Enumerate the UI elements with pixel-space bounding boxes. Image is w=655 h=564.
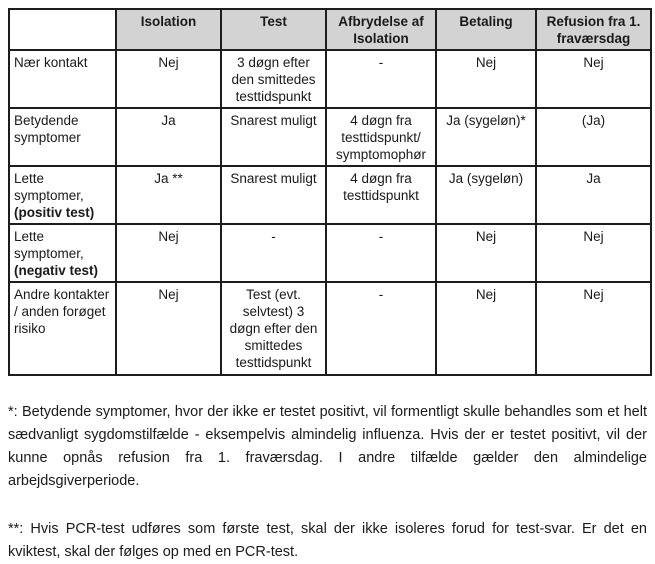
row-label-text: Betydende symptomer xyxy=(14,113,81,145)
row-label-text: Andre kontakter / anden forøget risiko xyxy=(14,287,110,336)
table-cell: Test (evt. selvtest) 3 døgn efter den sm… xyxy=(220,281,327,376)
table-cell: 4 døgn fra testtidspunkt xyxy=(325,165,437,225)
row-label: Lette symptomer, (negativ test) xyxy=(8,223,117,283)
row-label: Nær kontakt xyxy=(8,49,117,109)
column-header-test: Test xyxy=(220,8,327,51)
row-label-text: Nær kontakt xyxy=(14,55,88,70)
column-header-refusion: Refusion fra 1. fraværsdag xyxy=(535,8,652,51)
table-cell: Nej xyxy=(115,49,222,109)
row-label-text: Lette symptomer, xyxy=(14,171,84,203)
table-cell: Ja xyxy=(115,107,222,167)
table-cell: Ja xyxy=(535,165,652,225)
table-row-lette-symptomer-positiv: Lette symptomer, (positiv test) Ja ** Sn… xyxy=(8,165,652,225)
table-cell: (Ja) xyxy=(535,107,652,167)
table-row-betydende-symptomer: Betydende symptomer Ja Snarest muligt 4 … xyxy=(8,107,652,167)
table-row-naer-kontakt: Nær kontakt Nej 3 døgn efter den smitted… xyxy=(8,49,652,109)
row-label: Betydende symptomer xyxy=(8,107,117,167)
table-cell: Snarest muligt xyxy=(220,107,327,167)
row-label: Lette symptomer, (positiv test) xyxy=(8,165,117,225)
column-header-isolation: Isolation xyxy=(115,8,222,51)
table-cell: Nej xyxy=(535,49,652,109)
row-label: Andre kontakter / anden forøget risiko xyxy=(8,281,117,376)
table-cell: Nej xyxy=(435,281,537,376)
table-cell: Nej xyxy=(535,223,652,283)
row-label-bold: (negativ test) xyxy=(14,263,99,278)
isolation-rules-table: Isolation Test Afbrydelse af Isolation B… xyxy=(8,8,652,376)
table-row-lette-symptomer-negativ: Lette symptomer, (negativ test) Nej - - … xyxy=(8,223,652,283)
table-cell: - xyxy=(220,223,327,283)
table-cell: Ja ** xyxy=(115,165,222,225)
table-cell: 4 døgn fra testtidspunkt/ symptomophør xyxy=(325,107,437,167)
table-cell: Nej xyxy=(115,223,222,283)
table-row-andre-kontakter: Andre kontakter / anden forøget risiko N… xyxy=(8,281,652,376)
footnote-double-asterisk: **: Hvis PCR-test udføres som første tes… xyxy=(8,521,647,560)
table-cell: - xyxy=(325,223,437,283)
table-cell: Nej xyxy=(115,281,222,376)
table-cell: - xyxy=(325,281,437,376)
table-cell: Nej xyxy=(435,223,537,283)
table-cell: Ja (sygeløn)* xyxy=(435,107,537,167)
table-cell: Nej xyxy=(535,281,652,376)
table-cell: 3 døgn efter den smittedes testtidspunkt xyxy=(220,49,327,109)
row-label-bold: (positiv test) xyxy=(14,205,95,220)
table-cell: Nej xyxy=(435,49,537,109)
footnote-single-asterisk: *: Betydende symptomer, hvor der ikke er… xyxy=(8,404,647,489)
table-cell: Ja (sygeløn) xyxy=(435,165,537,225)
table-cell: Snarest muligt xyxy=(220,165,327,225)
header-row: Isolation Test Afbrydelse af Isolation B… xyxy=(8,8,652,51)
table-cell: - xyxy=(325,49,437,109)
row-label-text: Lette symptomer, xyxy=(14,229,84,261)
column-header-afbrydelse: Afbrydelse af Isolation xyxy=(325,8,437,51)
column-header-empty xyxy=(8,8,117,51)
column-header-betaling: Betaling xyxy=(435,8,537,51)
